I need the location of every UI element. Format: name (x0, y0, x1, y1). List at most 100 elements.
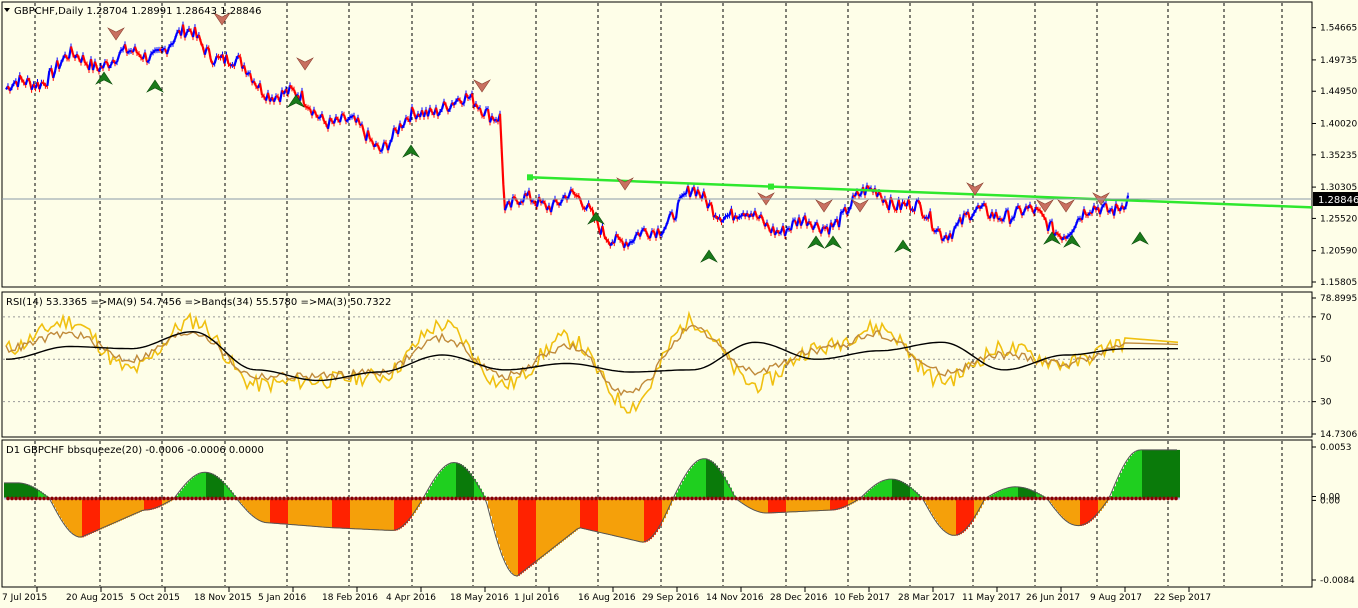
panel-menu-triangle-icon[interactable] (4, 8, 10, 12)
squeeze-dot (802, 496, 806, 501)
histogram-bar (540, 498, 542, 559)
histogram-bar (934, 498, 936, 519)
histogram-bar (558, 498, 560, 545)
histogram-bar (428, 489, 430, 499)
histogram-bar (1032, 490, 1034, 499)
rsi-tick-label: 50 (1320, 355, 1332, 365)
squeeze-dot (258, 496, 262, 501)
histogram-bar (120, 498, 122, 521)
squeeze-dot (250, 496, 254, 501)
histogram-bar (44, 494, 46, 499)
squeeze-dot (42, 496, 46, 501)
histogram-bar (72, 498, 74, 534)
squeeze-dot (322, 496, 326, 501)
squeeze-dot (154, 496, 158, 501)
squeeze-dot (582, 496, 586, 501)
histogram-bar (228, 487, 230, 499)
histogram-bar (620, 498, 622, 538)
squeeze-dot (774, 496, 778, 501)
histogram-bar (752, 498, 754, 510)
histogram-bar (432, 482, 434, 499)
price-panel-header: GBPCHF,Daily 1.28704 1.28991 1.28643 1.2… (14, 6, 262, 17)
histogram-bar (244, 498, 246, 508)
squeeze-dot (362, 496, 366, 501)
histogram-bar (958, 498, 960, 536)
histogram-bar (38, 490, 40, 499)
histogram-bar (240, 498, 242, 504)
histogram-bar (882, 481, 884, 499)
histogram-bar (66, 498, 68, 528)
histogram-bar (692, 465, 694, 499)
histogram-bar (1120, 472, 1122, 499)
histogram-bar (808, 498, 810, 512)
histogram-bar (1004, 488, 1006, 499)
histogram-bar (88, 498, 90, 535)
histogram-bar (346, 498, 348, 529)
histogram-bar (360, 498, 362, 530)
histogram-bar (230, 490, 232, 499)
histogram-bar (938, 498, 940, 525)
squeeze-dot (1046, 496, 1050, 501)
rsi-panel[interactable]: 78.8995 70 50 30 14.7306 RSI(14) 53.3365 =>M… (1, 291, 1357, 440)
histogram-bar (1018, 486, 1020, 499)
histogram-bar (16, 482, 18, 499)
bbs-tick-label: 0.00 (1320, 496, 1340, 506)
histogram-bar (442, 468, 444, 499)
histogram-bar (1014, 486, 1016, 499)
squeeze-dot (402, 496, 406, 501)
histogram-bar (96, 498, 98, 532)
squeeze-dot (1142, 496, 1146, 501)
squeeze-dot (98, 496, 102, 501)
squeeze-dot (546, 496, 550, 501)
date-tick-label: 22 Sep 2017 (1154, 593, 1211, 603)
histogram-bar (478, 485, 480, 499)
trendline[interactable] (527, 174, 1313, 209)
histogram-bar (968, 498, 970, 527)
trendline-anchor (768, 183, 774, 190)
date-tick-label: 28 Mar 2017 (898, 593, 955, 603)
squeeze-dot (726, 496, 730, 501)
histogram-bar (136, 498, 138, 514)
histogram-bar (410, 498, 412, 519)
squeeze-dot (998, 496, 1002, 501)
histogram-bar (676, 492, 678, 499)
histogram-bar (1128, 458, 1130, 499)
squeeze-dot (6, 496, 10, 501)
squeeze-dot (874, 496, 878, 501)
squeeze-dot (830, 496, 834, 501)
squeeze-dot (74, 496, 78, 501)
squeeze-dot (434, 496, 438, 501)
squeeze-dot (938, 496, 942, 501)
histogram-bar (100, 498, 102, 530)
price-panel[interactable]: 1.54665 1.49735 1.44950 1.40020 1.35235 1.303… (1, 1, 1358, 288)
histogram-bar (1038, 493, 1040, 499)
squeeze-dot (174, 496, 178, 501)
histogram-bar (562, 498, 564, 542)
histogram-bar (542, 498, 544, 558)
histogram-bar (720, 470, 722, 499)
histogram-bar (352, 498, 354, 530)
histogram-bar (612, 498, 614, 536)
histogram-bar (502, 498, 504, 556)
histogram-bar (888, 479, 890, 499)
squeeze-dot (718, 496, 722, 501)
squeeze-dot (1058, 496, 1062, 501)
histogram-bar (1050, 498, 1052, 504)
histogram-bar (820, 498, 822, 512)
histogram-bar (1056, 498, 1058, 511)
histogram-bar (1064, 498, 1066, 520)
histogram-bar (524, 498, 526, 572)
histogram-bar (344, 498, 346, 529)
squeeze-dot (450, 496, 454, 501)
histogram-bar (80, 498, 82, 538)
histogram-bar (514, 498, 516, 576)
histogram-bar (538, 498, 540, 561)
squeeze-dot (150, 496, 154, 501)
histogram-bar (378, 498, 380, 531)
price-tick-label: 1.25520 (1320, 214, 1357, 224)
histogram-bar (116, 498, 118, 523)
squeeze-dot (206, 496, 210, 501)
histogram-bar (1122, 468, 1124, 499)
squeeze-dot (350, 496, 354, 501)
